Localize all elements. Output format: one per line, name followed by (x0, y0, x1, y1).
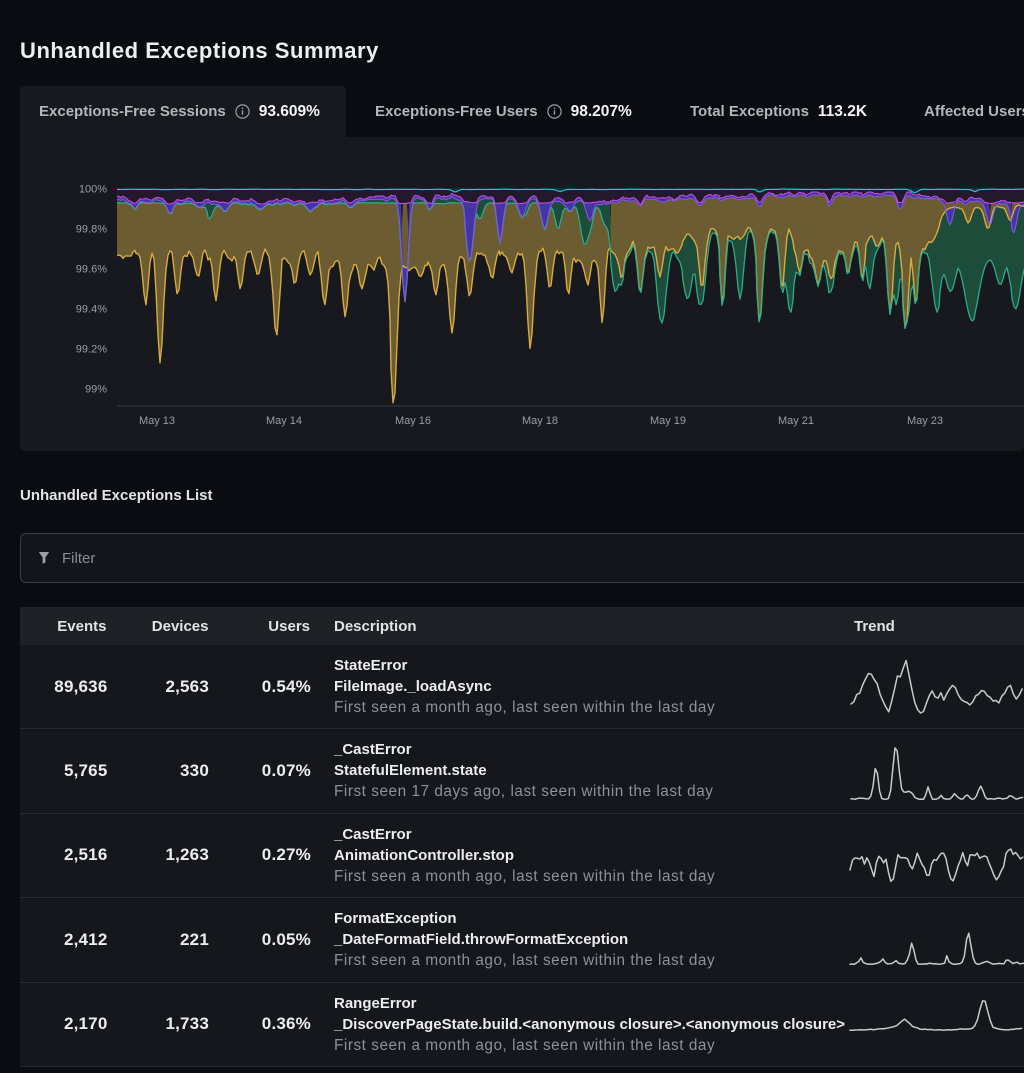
svg-text:May 19: May 19 (650, 415, 686, 427)
svg-text:May 21: May 21 (778, 415, 814, 427)
svg-text:May 18: May 18 (522, 415, 558, 427)
svg-text:May 14: May 14 (266, 415, 302, 427)
svg-text:May 23: May 23 (907, 415, 943, 427)
svg-text:May 13: May 13 (139, 415, 175, 427)
svg-text:99.6%: 99.6% (76, 264, 107, 276)
svg-text:100%: 100% (79, 184, 107, 196)
svg-text:99.4%: 99.4% (76, 304, 107, 316)
svg-text:May 16: May 16 (395, 415, 431, 427)
svg-text:99.2%: 99.2% (76, 344, 107, 356)
svg-text:99.8%: 99.8% (76, 224, 107, 236)
svg-text:99%: 99% (85, 384, 107, 396)
